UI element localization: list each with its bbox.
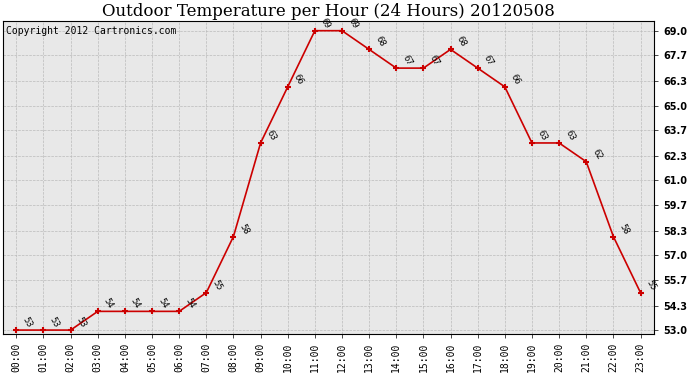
Text: 62: 62 <box>591 147 604 161</box>
Text: 54: 54 <box>129 297 142 310</box>
Text: 63: 63 <box>265 128 278 142</box>
Text: 68: 68 <box>455 35 468 49</box>
Text: 67: 67 <box>482 54 495 68</box>
Text: 69: 69 <box>346 16 359 30</box>
Text: Copyright 2012 Cartronics.com: Copyright 2012 Cartronics.com <box>6 26 177 36</box>
Text: 54: 54 <box>102 297 115 310</box>
Text: 68: 68 <box>373 35 386 49</box>
Text: 53: 53 <box>48 316 61 329</box>
Text: 58: 58 <box>237 222 250 236</box>
Text: 63: 63 <box>536 128 549 142</box>
Text: 67: 67 <box>400 54 413 68</box>
Text: 63: 63 <box>563 128 576 142</box>
Text: 69: 69 <box>319 16 332 30</box>
Text: 55: 55 <box>644 278 658 292</box>
Text: 58: 58 <box>618 222 631 236</box>
Text: 55: 55 <box>210 278 224 292</box>
Text: 53: 53 <box>21 316 34 329</box>
Text: 66: 66 <box>509 72 522 86</box>
Text: 54: 54 <box>184 297 197 310</box>
Text: 66: 66 <box>292 72 305 86</box>
Text: 67: 67 <box>428 54 441 68</box>
Text: 53: 53 <box>75 316 88 329</box>
Title: Outdoor Temperature per Hour (24 Hours) 20120508: Outdoor Temperature per Hour (24 Hours) … <box>102 3 555 20</box>
Text: 54: 54 <box>156 297 169 310</box>
